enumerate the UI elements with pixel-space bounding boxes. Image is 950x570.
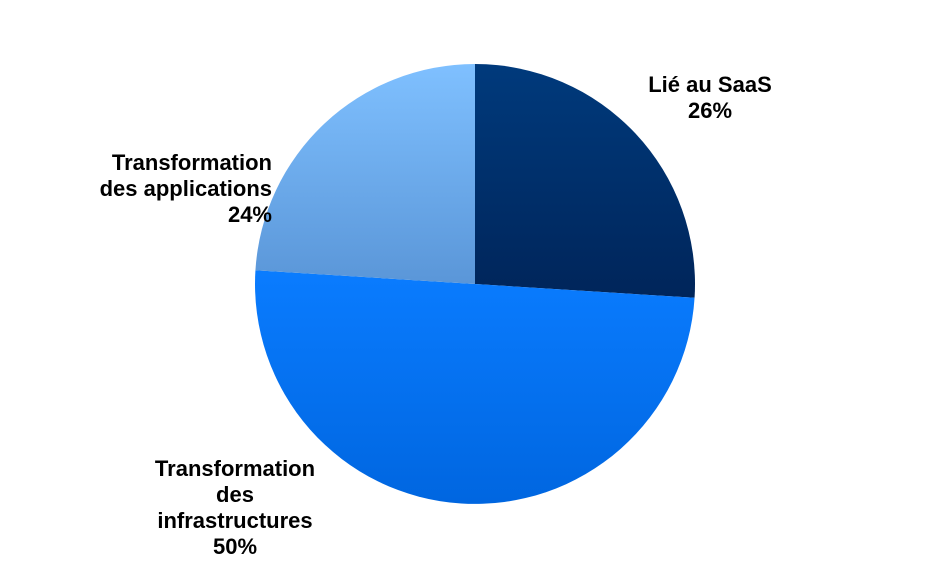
slice-value-applications: 24%: [227, 202, 272, 227]
slice-value-infrastructures: 50%: [212, 534, 258, 559]
slice-value-saas: 26%: [687, 98, 733, 123]
pie-slice-transformation-des-applications: [255, 64, 475, 284]
slice-name-infrastructures-line3: infrastructures: [157, 508, 313, 533]
slice-label-saas: Lié au SaaS 26%: [640, 72, 780, 124]
pie-slice-transformation-des-infrastructures: [255, 270, 695, 504]
slice-name-infrastructures-line1: Transformation: [154, 456, 316, 481]
slice-name-applications-line2: des applications: [99, 176, 272, 201]
slice-name-infrastructures-line2: des: [216, 482, 254, 507]
slice-label-infrastructures: Transformation des infrastructures 50%: [140, 456, 330, 560]
slice-name-saas: Lié au SaaS: [648, 72, 772, 97]
slice-label-applications: Transformation des applications 24%: [60, 150, 272, 228]
slice-name-applications-line1: Transformation: [111, 150, 272, 175]
pie-slice-lie-au-saas: [475, 64, 696, 298]
